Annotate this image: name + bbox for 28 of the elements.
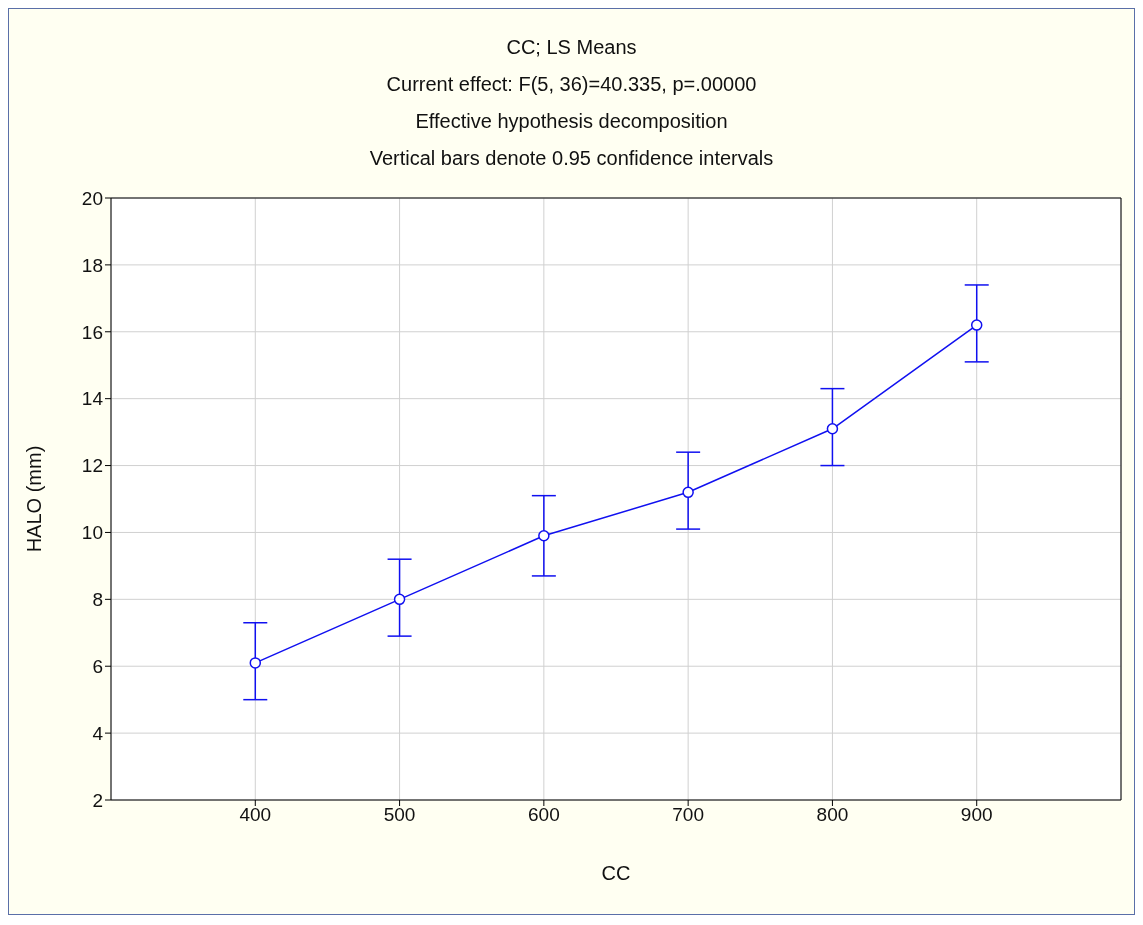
point: [249, 657, 262, 669]
point: [538, 530, 550, 542]
y-tick-label: 10: [81, 522, 103, 544]
x-axis-title: CC: [601, 862, 631, 884]
x-tick-label: 700: [672, 804, 704, 826]
chart-title: CC; LS Means: [505, 35, 638, 60]
y-tick-label: 20: [81, 187, 103, 209]
point: [970, 319, 983, 331]
y-tick-label: 8: [92, 589, 103, 611]
y-tick-label: 16: [81, 321, 103, 343]
text: Effective hypothesis decomposition: [414, 109, 729, 134]
y-tick-label: 2: [92, 789, 103, 811]
x-tick-label: 400: [239, 804, 272, 826]
chart-subtitle: Current effect: F(5, 36)=40.335, p=.00000: [385, 72, 758, 97]
y-tick-label: 18: [81, 254, 103, 276]
point: [393, 593, 406, 606]
y-axis-title: HALO (mm): [23, 445, 46, 553]
point: [682, 486, 694, 499]
y-tick-label: 4: [92, 722, 104, 744]
x-tick-label: 600: [528, 804, 560, 826]
x-tick-label: 500: [383, 804, 416, 826]
y-tick-label: 6: [92, 655, 103, 677]
y-tick-label: 14: [81, 388, 104, 410]
point: [826, 423, 839, 435]
x-tick-label: 900: [960, 804, 993, 826]
text: Vertical bars denote 0.95 confidence intervals: [368, 146, 775, 171]
x-tick-label: 800: [816, 804, 849, 826]
y-tick-label: 12: [81, 455, 103, 477]
